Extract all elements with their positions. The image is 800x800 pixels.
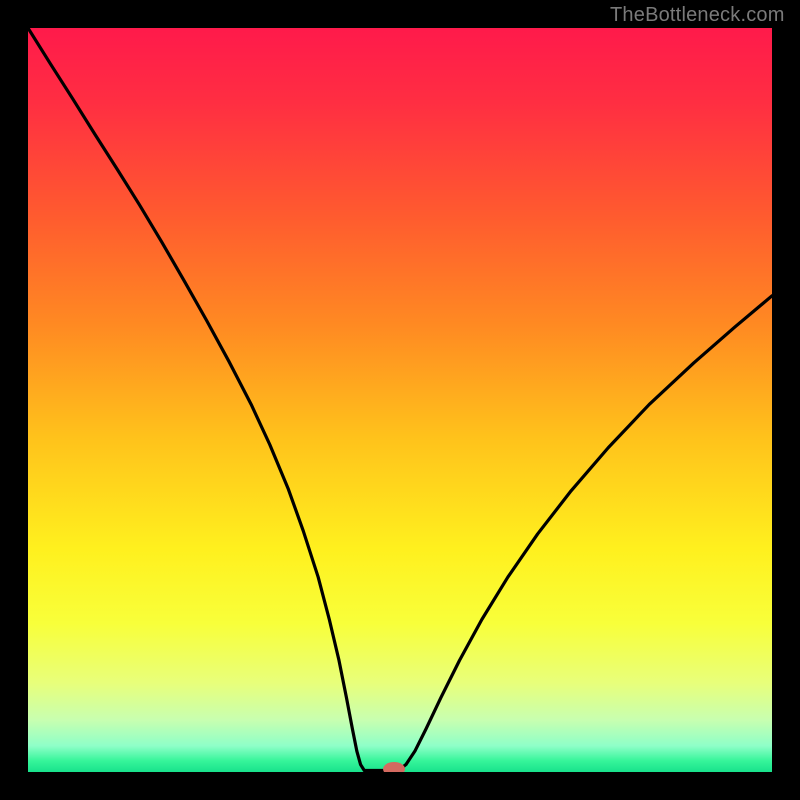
chart-svg: [28, 28, 772, 772]
plot-area: [28, 28, 772, 772]
chart-background: [28, 28, 772, 772]
watermark-text: TheBottleneck.com: [610, 4, 785, 27]
